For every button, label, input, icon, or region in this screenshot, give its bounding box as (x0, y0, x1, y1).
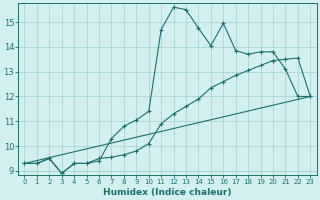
X-axis label: Humidex (Indice chaleur): Humidex (Indice chaleur) (103, 188, 232, 197)
